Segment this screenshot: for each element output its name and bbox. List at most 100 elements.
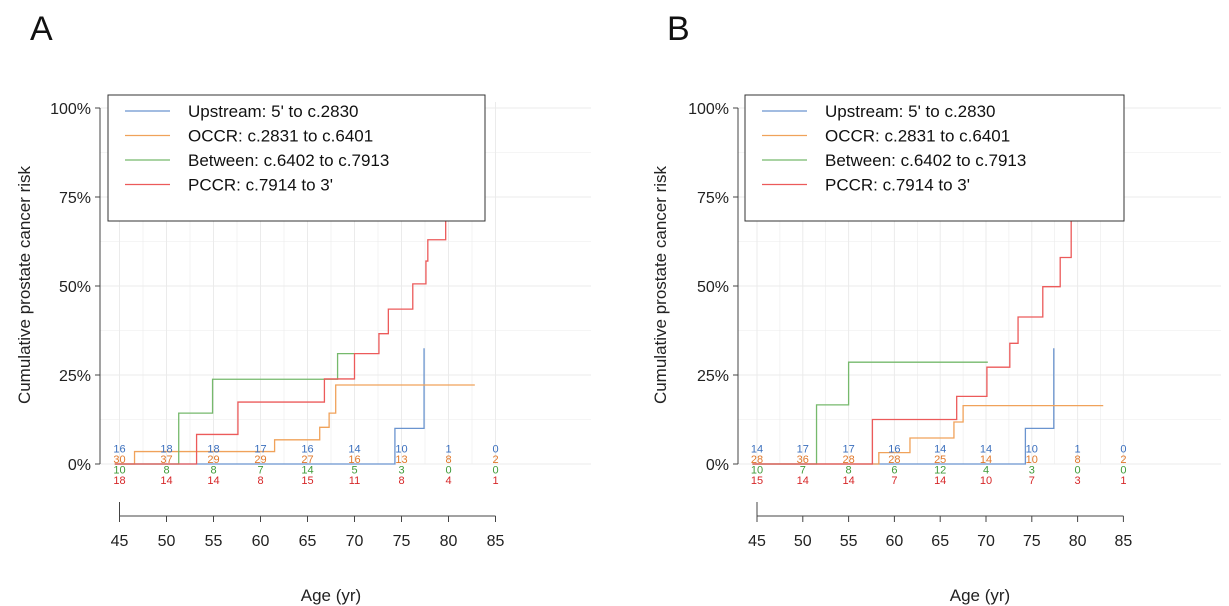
legend-a: Upstream: 5' to c.2830 OCCR: c.2831 to c.…: [107, 94, 486, 222]
x-tick-label: 80: [1069, 533, 1087, 550]
legend-label-between: Between: c.6402 to c.7913: [825, 151, 1026, 170]
series-line-occr: [114, 384, 475, 465]
risk-value-pccr: 18: [113, 475, 125, 487]
x-tick-label: 50: [794, 533, 812, 550]
risk-value-occr: 8: [1075, 454, 1081, 466]
risk-value-upstream: 1: [1075, 444, 1081, 456]
risk-value-upstream: 17: [842, 444, 854, 456]
risk-table-a: 16 18 18 17 16 14 10 1 030 37 29 29 27 16 13 8 210 8 8 7 14 5…: [113, 444, 498, 488]
x-tick-label: 45: [111, 533, 129, 550]
y-tick-label: 25%: [59, 368, 91, 385]
risk-value-occr: 29: [254, 454, 266, 466]
panel-label-a: A: [30, 10, 53, 48]
risk-value-between: 10: [751, 465, 763, 477]
risk-value-between: 7: [257, 465, 263, 477]
risk-value-between: 14: [301, 465, 313, 477]
risk-value-between: 8: [163, 465, 169, 477]
legend-label-between: Between: c.6402 to c.7913: [188, 151, 389, 170]
series-line-between: [114, 352, 355, 465]
series-line-upstream: [114, 348, 425, 465]
risk-value-occr: 37: [160, 454, 172, 466]
risk-value-between: 8: [846, 465, 852, 477]
series-line-occr: [752, 404, 1104, 465]
series-line-upstream: [752, 348, 1055, 465]
y-tick-label: 0%: [68, 457, 91, 474]
risk-value-pccr: 14: [934, 475, 946, 487]
x-tick-label: 55: [840, 533, 858, 550]
risk-value-upstream: 0: [1120, 444, 1126, 456]
risk-value-occr: 2: [1120, 454, 1126, 466]
risk-value-pccr: 15: [301, 475, 313, 487]
legend-label-pccr: PCCR: c.7914 to 3': [825, 176, 970, 195]
risk-value-pccr: 15: [751, 475, 763, 487]
risk-value-upstream: 0: [492, 444, 498, 456]
legend-label-upstream: Upstream: 5' to c.2830: [188, 102, 359, 121]
y-axis-a: 0% 25% 50% 75% 100%: [50, 101, 101, 474]
y-tick-label: 100%: [50, 101, 91, 118]
risk-value-occr: 2: [492, 454, 498, 466]
y-axis-b: 0% 25% 50% 75% 100%: [688, 101, 739, 474]
y-tick-label: 75%: [697, 190, 729, 207]
x-tick-label: 80: [440, 533, 458, 550]
risk-value-between: 0: [1075, 465, 1081, 477]
risk-value-between: 7: [800, 465, 806, 477]
x-tick-label: 65: [931, 533, 949, 550]
risk-value-pccr: 14: [842, 475, 854, 487]
y-tick-label: 75%: [59, 190, 91, 207]
x-tick-label: 60: [886, 533, 904, 550]
risk-value-upstream: 16: [888, 444, 900, 456]
y-axis-title-b: Cumulative prostate cancer risk: [651, 165, 670, 404]
risk-value-pccr: 3: [1075, 475, 1081, 487]
y-axis-title-a: Cumulative prostate cancer risk: [15, 165, 34, 404]
risk-value-occr: 28: [888, 454, 900, 466]
x-tick-label: 85: [487, 533, 505, 550]
risk-value-upstream: 18: [207, 444, 219, 456]
y-tick-label: 100%: [688, 101, 729, 118]
y-tick-label: 50%: [59, 279, 91, 296]
panel-a: A Cumulative prostate cancer risk Age (y…: [15, 10, 591, 605]
risk-value-pccr: 8: [398, 475, 404, 487]
x-axis-title-a: Age (yr): [301, 586, 361, 605]
risk-value-upstream: 14: [934, 444, 946, 456]
risk-value-pccr: 14: [207, 475, 219, 487]
x-tick-label: 55: [205, 533, 223, 550]
risk-value-pccr: 7: [891, 475, 897, 487]
x-tick-label: 85: [1115, 533, 1133, 550]
legend-box: [744, 94, 1125, 222]
x-tick-label: 50: [158, 533, 176, 550]
legend-b: Upstream: 5' to c.2830 OCCR: c.2831 to c.…: [744, 94, 1125, 222]
series-line-pccr: [752, 220, 1072, 465]
y-tick-label: 50%: [697, 279, 729, 296]
risk-value-upstream: 10: [1026, 444, 1038, 456]
risk-value-pccr: 1: [492, 475, 498, 487]
x-axis-b: 45 50 55 60 65 70 75 80 85: [748, 502, 1132, 550]
risk-value-between: 0: [445, 465, 451, 477]
risk-value-pccr: 4: [445, 475, 451, 487]
x-tick-label: 70: [977, 533, 995, 550]
risk-value-pccr: 10: [980, 475, 992, 487]
curves-a: [114, 186, 475, 465]
x-tick-label: 70: [346, 533, 364, 550]
legend-label-occr: OCCR: c.2831 to c.6401: [825, 127, 1010, 146]
risk-value-pccr: 7: [1029, 475, 1035, 487]
risk-value-between: 3: [1029, 465, 1035, 477]
legend-label-pccr: PCCR: c.7914 to 3': [188, 176, 333, 195]
risk-value-upstream: 10: [395, 444, 407, 456]
x-tick-label: 45: [748, 533, 766, 550]
risk-value-pccr: 1: [1120, 475, 1126, 487]
risk-value-pccr: 14: [797, 475, 809, 487]
x-tick-label: 75: [1023, 533, 1041, 550]
risk-value-upstream: 17: [797, 444, 809, 456]
risk-value-upstream: 16: [301, 444, 313, 456]
x-tick-label: 60: [252, 533, 270, 550]
risk-value-upstream: 14: [980, 444, 992, 456]
risk-value-between: 5: [351, 465, 357, 477]
risk-value-pccr: 11: [349, 475, 360, 487]
risk-value-pccr: 8: [257, 475, 263, 487]
panel-label-b: B: [667, 10, 690, 48]
risk-value-occr: 13: [395, 454, 407, 466]
risk-value-occr: 27: [301, 454, 313, 466]
panel-b: B Cumulative prostate cancer risk Age (y…: [651, 10, 1221, 605]
legend-box: [107, 94, 486, 222]
x-tick-label: 65: [299, 533, 317, 550]
